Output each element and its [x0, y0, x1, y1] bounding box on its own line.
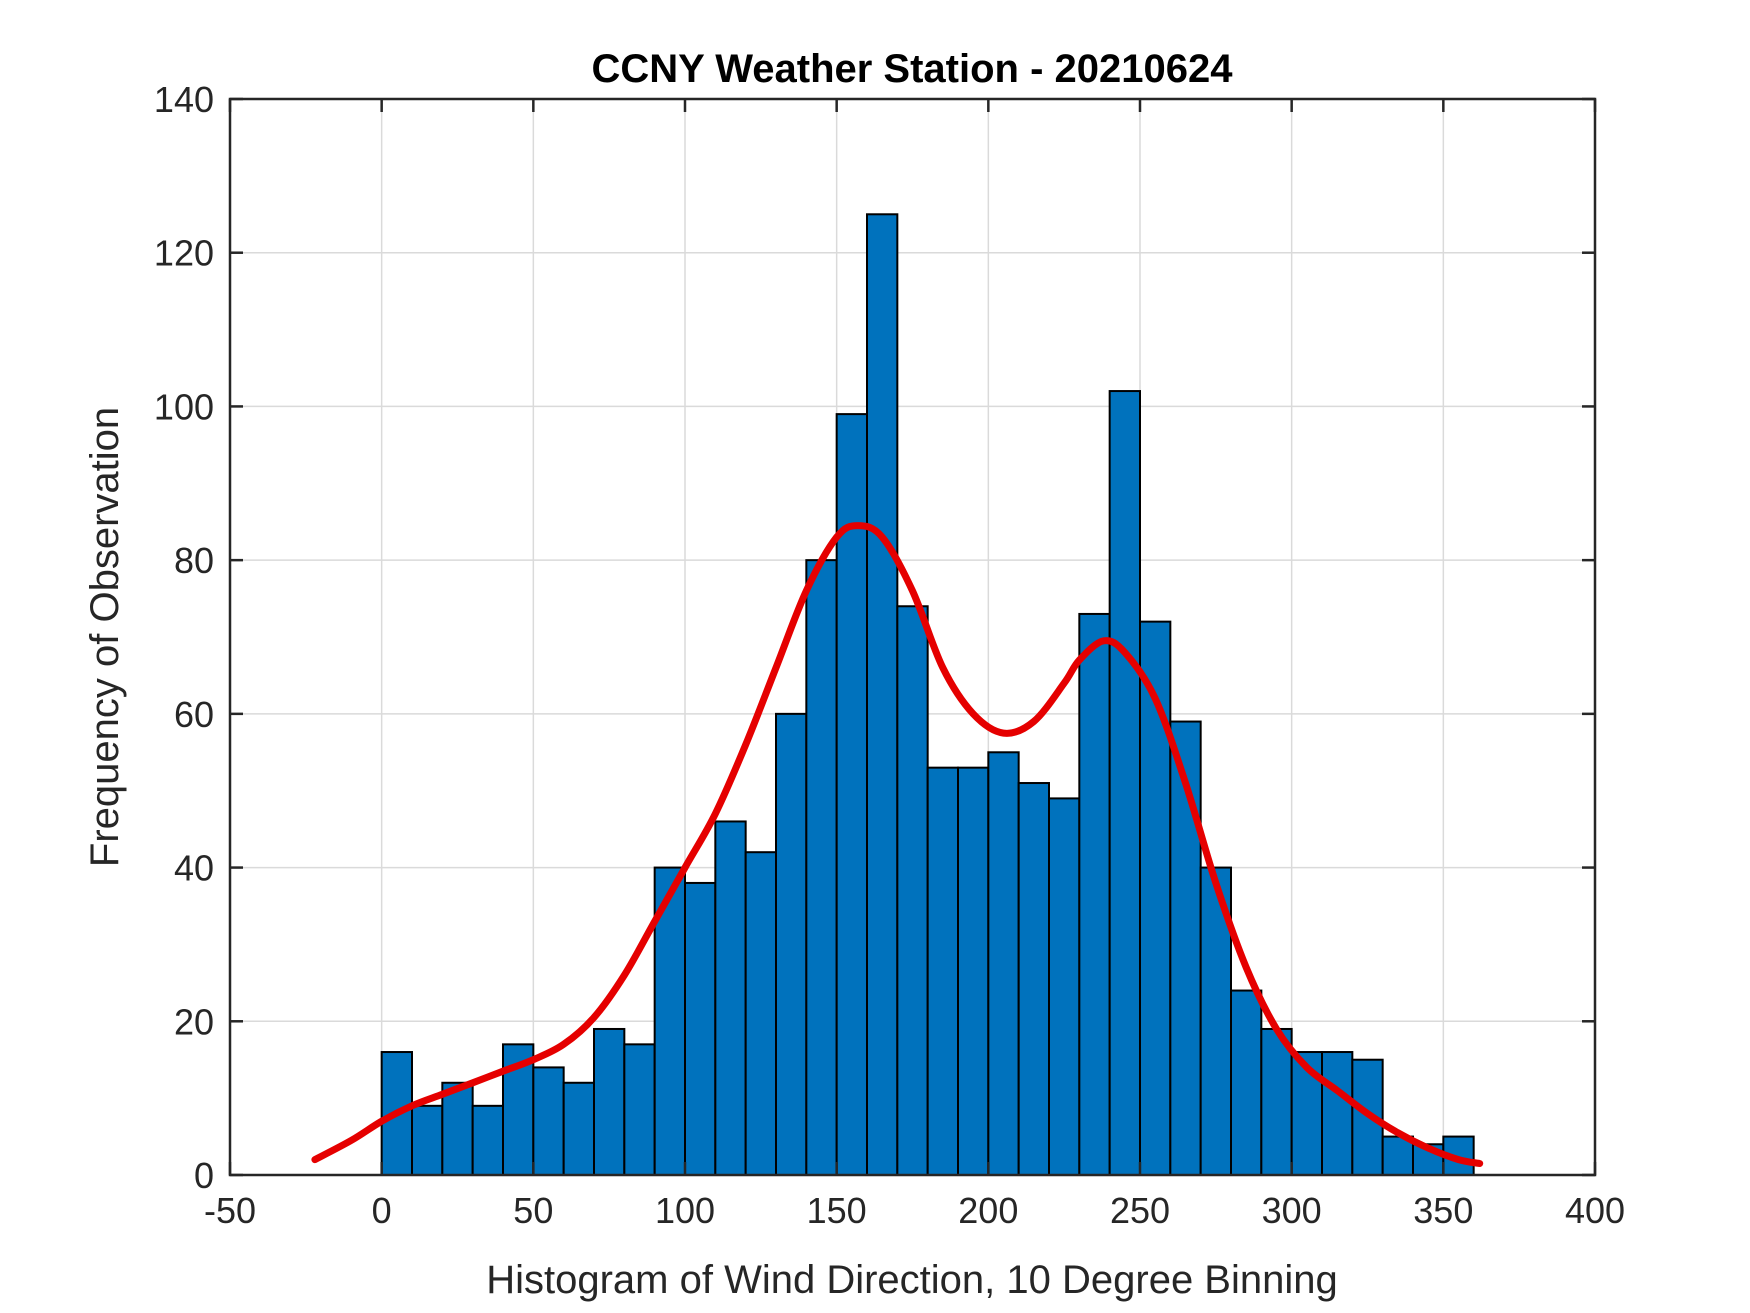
- histogram-bar: [896, 605, 929, 1176]
- histogram-bar: [411, 1104, 444, 1177]
- histogram-bar: [1260, 1027, 1293, 1176]
- histogram-bar: [471, 1104, 504, 1177]
- histogram-bar: [562, 1081, 596, 1177]
- y-tick-label: 0: [194, 1155, 214, 1196]
- x-tick-label: 100: [655, 1190, 715, 1231]
- histogram-bar: [1321, 1051, 1354, 1176]
- histogram-bar: [835, 413, 869, 1177]
- histogram-bar: [1108, 390, 1141, 1176]
- density-curve-layer: [311, 522, 1484, 1167]
- histogram-bar: [532, 1066, 565, 1177]
- x-tick-label: 50: [513, 1190, 553, 1231]
- y-tick-labels: 0 20 40 60 80 100 120 140: [154, 79, 214, 1196]
- x-tick-label: -50: [204, 1190, 256, 1231]
- histogram-bar: [593, 1027, 626, 1176]
- axis-ticks: [228, 97, 1597, 1177]
- y-tick-label: 20: [174, 1001, 214, 1042]
- histogram-bar: [1017, 782, 1051, 1176]
- histogram-bar: [684, 881, 717, 1176]
- x-tick-labels: -50 0 50 100 150 200 250 300 350 400: [204, 1190, 1625, 1231]
- y-tick-label: 40: [174, 848, 214, 889]
- histogram-bars: [380, 213, 1475, 1177]
- x-tick-label: 200: [958, 1190, 1018, 1231]
- histogram-bar: [1048, 797, 1081, 1177]
- y-tick-label: 120: [154, 233, 214, 274]
- histogram-bar: [926, 766, 960, 1177]
- y-tick-label: 60: [174, 694, 214, 735]
- x-tick-label: 300: [1262, 1190, 1322, 1231]
- histogram-bar: [714, 820, 747, 1176]
- chart-title: CCNY Weather Station - 20210624: [592, 47, 1234, 91]
- y-tick-label: 80: [174, 540, 214, 581]
- histogram-bar: [987, 751, 1020, 1176]
- x-tick-label: 350: [1413, 1190, 1473, 1231]
- histogram-bar: [805, 559, 838, 1176]
- histogram-bar: [1169, 720, 1202, 1176]
- density-curve: [311, 522, 1484, 1167]
- y-tick-label: 100: [154, 386, 214, 427]
- histogram-bar: [1230, 989, 1263, 1176]
- y-tick-label: 140: [154, 79, 214, 120]
- x-tick-label: 250: [1110, 1190, 1170, 1231]
- histogram-bar: [744, 851, 778, 1176]
- x-tick-label: 0: [372, 1190, 392, 1231]
- x-axis-label: Histogram of Wind Direction, 10 Degree B…: [486, 1258, 1338, 1302]
- histogram-bar: [866, 213, 899, 1177]
- histogram-bar: [441, 1081, 474, 1177]
- x-tick-label: 400: [1565, 1190, 1625, 1231]
- histogram-bar: [957, 766, 990, 1177]
- histogram-bar: [1078, 612, 1111, 1176]
- plot-frame: [228, 97, 1597, 1177]
- y-axis-label: Frequency of Observation: [83, 407, 127, 867]
- x-tick-label: 150: [807, 1190, 867, 1231]
- histogram-bar: [775, 712, 808, 1176]
- histogram-bar: [623, 1043, 656, 1177]
